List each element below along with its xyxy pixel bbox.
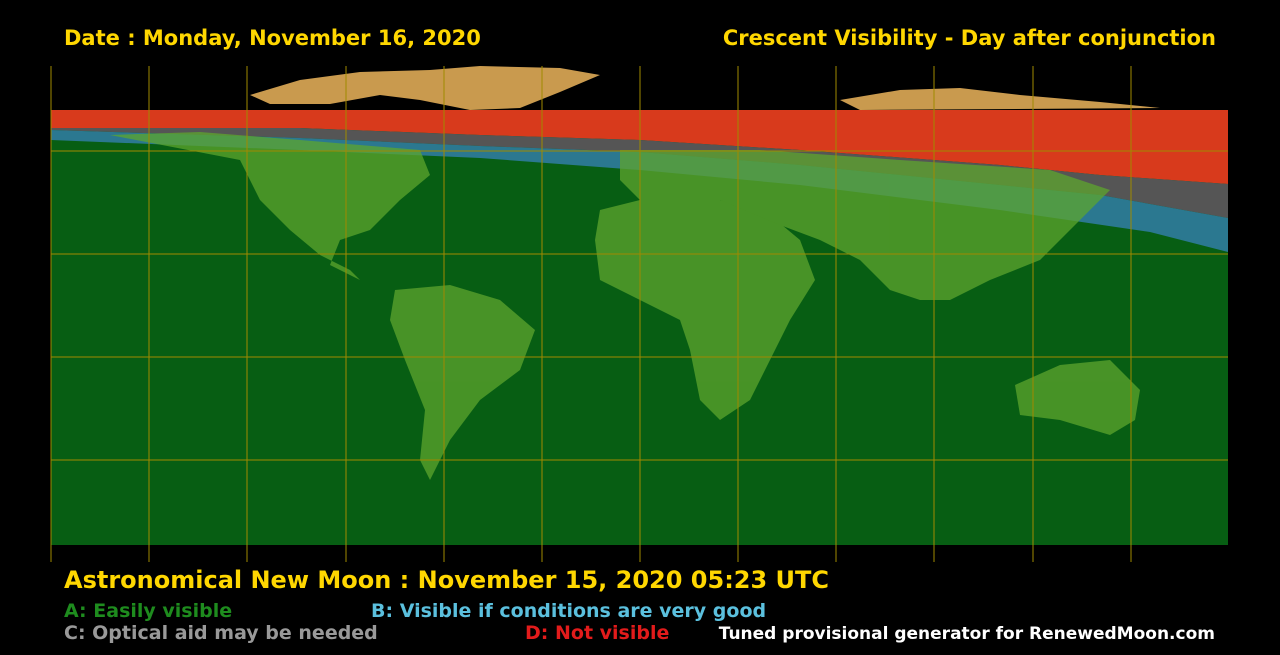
continents	[110, 132, 1140, 480]
australia	[1015, 360, 1140, 435]
map-title: Crescent Visibility - Day after conjunct…	[723, 26, 1216, 50]
new-moon: Astronomical New Moon : November 15, 202…	[64, 566, 829, 594]
africa	[595, 195, 815, 420]
credit: Tuned provisional generator for RenewedM…	[719, 624, 1215, 644]
legend-a: A: Easily visible	[64, 600, 232, 622]
graticule	[50, 66, 1228, 562]
north-america	[110, 132, 430, 280]
south-america	[390, 285, 535, 480]
arctic-land	[840, 88, 1160, 110]
legend-b: B: Visible if conditions are very good	[371, 600, 766, 622]
legend-d: D: Not visible	[525, 622, 669, 644]
arctic-land	[250, 66, 600, 110]
eurasia	[620, 150, 1110, 300]
legend-c: C: Optical aid may be needed	[64, 622, 378, 644]
date: Date : Monday, November 16, 2020	[64, 26, 481, 50]
